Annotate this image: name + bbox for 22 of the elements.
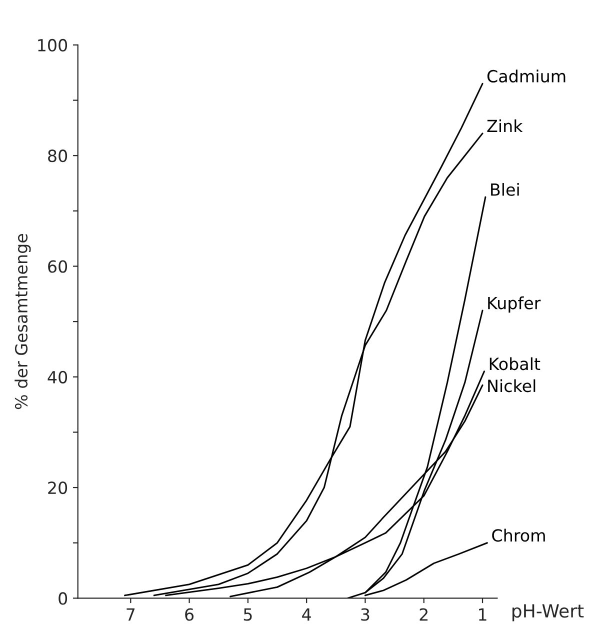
series-label: Blei [491, 183, 519, 196]
series-label: Nickel [488, 379, 536, 392]
x-axis-title: pH-Wert [512, 604, 584, 622]
y-tick-label: 40 [48, 370, 68, 384]
series-label: Zink [487, 119, 523, 132]
y-tick-label: 60 [48, 260, 68, 273]
x-tick-label: 2 [420, 608, 428, 621]
x-tick-label: 1 [479, 608, 486, 621]
x-tick-label: 6 [185, 608, 194, 621]
y-axis-title: % der Gesamtmenge [14, 234, 31, 410]
x-tick-label: 7 [126, 608, 135, 621]
y-tick-label: 0 [58, 592, 68, 605]
x-tick-label: 3 [361, 608, 370, 621]
x-tick-label: 4 [302, 608, 311, 621]
series-label: Kupfer [488, 296, 541, 313]
series-label: Kobalt [490, 357, 540, 370]
series-label: Cadmium [487, 70, 566, 83]
y-tick-label: 80 [48, 150, 68, 162]
y-tick-label: 100 [38, 38, 68, 52]
y-tick-label: 20 [48, 482, 68, 494]
series-label: Chrom [492, 528, 545, 542]
x-tick-label: 5 [244, 608, 252, 621]
